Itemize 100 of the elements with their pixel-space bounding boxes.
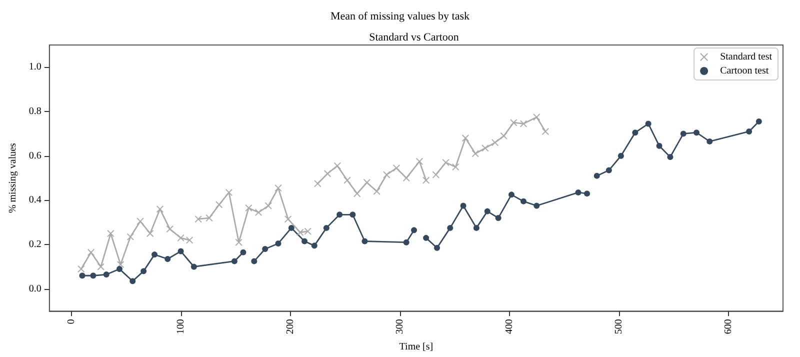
point bbox=[492, 139, 499, 146]
point bbox=[432, 171, 440, 178]
point bbox=[520, 198, 527, 204]
point bbox=[363, 178, 370, 186]
point bbox=[126, 233, 134, 240]
legend-label: Cartoon test bbox=[720, 66, 769, 76]
point bbox=[402, 174, 410, 182]
point bbox=[156, 206, 164, 213]
point bbox=[542, 128, 549, 135]
point bbox=[334, 162, 341, 170]
point bbox=[225, 188, 232, 196]
point bbox=[194, 216, 202, 223]
point bbox=[460, 202, 466, 209]
point bbox=[354, 190, 361, 198]
point bbox=[136, 218, 144, 225]
point bbox=[416, 158, 423, 165]
point bbox=[324, 170, 332, 178]
x-tick-label: 400 bbox=[504, 319, 515, 334]
point bbox=[495, 214, 502, 221]
point bbox=[434, 244, 440, 251]
point bbox=[680, 130, 686, 137]
point bbox=[240, 249, 246, 256]
point bbox=[452, 163, 460, 170]
y-tick-label: 0.0 bbox=[28, 283, 42, 294]
point bbox=[484, 208, 490, 214]
point bbox=[304, 228, 312, 235]
point bbox=[302, 238, 308, 244]
point bbox=[146, 230, 154, 237]
point bbox=[706, 138, 713, 144]
point bbox=[403, 239, 410, 246]
y-tick-label: 1.0 bbox=[28, 62, 42, 73]
point bbox=[107, 230, 114, 237]
point bbox=[255, 208, 262, 216]
point bbox=[447, 224, 454, 231]
point bbox=[584, 190, 590, 197]
point bbox=[482, 144, 489, 152]
point bbox=[262, 246, 268, 252]
point bbox=[362, 238, 368, 244]
point bbox=[462, 134, 469, 142]
point bbox=[756, 118, 762, 124]
point bbox=[392, 164, 400, 172]
point bbox=[152, 252, 158, 258]
y-tick-label: 0.2 bbox=[28, 239, 42, 250]
point bbox=[116, 266, 122, 272]
point bbox=[632, 130, 638, 136]
x-tick-label: 300 bbox=[394, 319, 406, 334]
point bbox=[245, 204, 252, 212]
x-tick-label: 0 bbox=[66, 319, 77, 324]
point bbox=[311, 242, 318, 249]
point bbox=[472, 150, 479, 158]
point bbox=[336, 212, 343, 218]
y-tick-label: 0.8 bbox=[28, 106, 42, 118]
point bbox=[694, 130, 700, 136]
point bbox=[500, 132, 508, 140]
x-tick-label: 200 bbox=[284, 319, 296, 334]
x-tick-label: 500 bbox=[613, 319, 624, 334]
point bbox=[288, 224, 294, 231]
point bbox=[344, 176, 351, 184]
point bbox=[90, 272, 96, 279]
point bbox=[534, 202, 540, 209]
point bbox=[178, 248, 184, 254]
point bbox=[177, 234, 184, 242]
point bbox=[284, 216, 292, 223]
point bbox=[383, 171, 390, 178]
point bbox=[275, 240, 282, 246]
point bbox=[667, 154, 674, 160]
chart-subtitle: Standard vs Cartoon bbox=[369, 32, 460, 44]
point bbox=[594, 172, 600, 179]
point bbox=[130, 278, 136, 284]
point bbox=[216, 201, 223, 208]
point bbox=[78, 265, 85, 272]
point bbox=[264, 202, 272, 210]
point bbox=[645, 120, 652, 127]
x-tick-label: 600 bbox=[722, 319, 734, 334]
point bbox=[103, 272, 110, 278]
x-axis-title: Time [s] bbox=[399, 342, 434, 352]
point bbox=[166, 226, 174, 233]
point bbox=[473, 224, 480, 231]
point bbox=[606, 167, 612, 174]
point bbox=[186, 236, 194, 244]
point bbox=[350, 212, 356, 218]
point bbox=[533, 114, 540, 121]
point bbox=[314, 180, 322, 188]
point bbox=[251, 258, 258, 264]
point bbox=[97, 263, 104, 270]
point bbox=[190, 264, 197, 270]
point bbox=[140, 268, 147, 274]
point bbox=[296, 228, 304, 236]
point bbox=[618, 152, 624, 159]
point bbox=[746, 128, 752, 134]
point bbox=[423, 234, 430, 241]
y-tick-label: 0.6 bbox=[28, 150, 42, 162]
point bbox=[323, 224, 330, 231]
point bbox=[231, 258, 238, 264]
point bbox=[411, 227, 418, 234]
y-tick-label: 0.4 bbox=[28, 194, 42, 206]
point bbox=[79, 272, 86, 279]
point bbox=[373, 188, 380, 195]
legend-label: Standard test bbox=[720, 52, 772, 62]
point bbox=[88, 248, 95, 256]
